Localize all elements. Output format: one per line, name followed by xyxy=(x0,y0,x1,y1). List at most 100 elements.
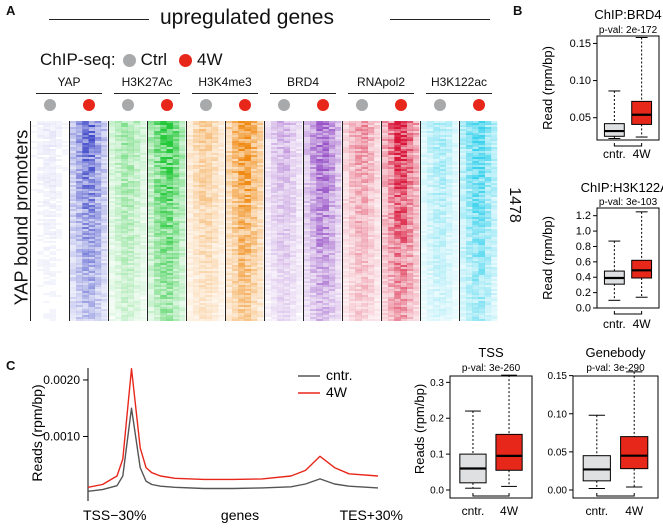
chip-legend: ChIP-seq: Ctrl 4W xyxy=(40,50,223,70)
column-label: RNApol2 xyxy=(342,75,420,89)
heatmap-column-brd4: BRD4 xyxy=(264,75,342,322)
y-tick-label: 0.2 xyxy=(576,287,591,299)
boxplot-brd4: ChIP:BRD4 p-val: 2e-172 0.05 0.10 0.15 Read (… xyxy=(540,0,663,190)
box-4w xyxy=(621,372,648,487)
box-cntr xyxy=(604,241,624,300)
box-cntr xyxy=(460,411,486,488)
boxplot-h3k122ac: ChIP:H3K122Acp-val: 3e-1030.00.20.40.60.… xyxy=(540,170,663,342)
box-pval: p-val: 3e-290 xyxy=(586,363,645,374)
category-label: 4W xyxy=(500,504,519,518)
y-tick-label: 0.10 xyxy=(570,75,591,87)
ctrl-dot xyxy=(122,99,134,111)
x-tick-label: genes xyxy=(221,507,259,523)
y-tick-label: 0.4 xyxy=(576,272,591,284)
heatmap-column-rnapol2: RNApol2 xyxy=(342,75,420,322)
panel-letter-c: C xyxy=(6,358,15,373)
y-tick-label: 1.2 xyxy=(576,210,591,222)
box-iqr xyxy=(496,434,522,470)
column-rule xyxy=(114,93,180,94)
box-pval: p-val: 3e-260 xyxy=(462,363,521,374)
treat-dot xyxy=(239,99,251,111)
category-label: 4W xyxy=(633,317,652,331)
category-label: 4W xyxy=(625,504,644,518)
treat-dot xyxy=(473,99,485,111)
box-iqr xyxy=(632,101,652,124)
legend-label: cntr. xyxy=(326,367,352,383)
y-tick-label: 0.15 xyxy=(548,371,568,382)
y-axis-label: Read (rpm/bp) xyxy=(540,216,555,300)
column-rule xyxy=(192,93,258,94)
y-axis-label: Reads (rpm/bp) xyxy=(29,384,45,481)
y-tick-label: 0.0 xyxy=(430,486,444,497)
panel-letter-b: B xyxy=(513,3,522,18)
column-rule xyxy=(36,93,102,94)
category-label: cntr. xyxy=(603,317,626,331)
title-rule-left xyxy=(49,19,149,20)
significance-bracket xyxy=(473,493,509,496)
box-iqr xyxy=(632,260,652,278)
box-4w xyxy=(496,375,522,486)
box-title: Genebody xyxy=(586,345,646,360)
legend-prefix: ChIP-seq: xyxy=(40,50,116,70)
box-title: ChIP:BRD4 xyxy=(594,7,661,22)
significance-bracket xyxy=(614,311,641,314)
box-4w xyxy=(632,212,652,297)
y-tick-label: 0.00 xyxy=(548,486,568,497)
y-axis-label: Reads (rpm/bp) xyxy=(412,384,427,474)
heatmap-cells xyxy=(420,121,498,321)
box-cntr xyxy=(583,415,610,488)
heatmap-cells xyxy=(186,121,264,321)
y-tick-label: 0.0020 xyxy=(43,373,80,387)
column-label: BRD4 xyxy=(264,75,342,89)
heatmap-column-h3k27ac: H3K27Ac xyxy=(108,75,186,322)
category-label: cntr. xyxy=(462,504,485,518)
legend-ctrl-dot xyxy=(123,54,136,67)
legend-4w-dot xyxy=(179,54,192,67)
box-iqr xyxy=(604,124,624,137)
category-label: cntr. xyxy=(603,147,626,161)
treat-dot xyxy=(161,99,173,111)
column-label: YAP xyxy=(30,75,108,89)
column-rule xyxy=(270,93,336,94)
row-count: 1478 xyxy=(505,187,523,223)
box-title: TSS xyxy=(478,345,504,360)
column-label: H3K4me3 xyxy=(186,75,264,89)
heatmap-cells xyxy=(30,121,108,321)
legend-4w-label: 4W xyxy=(197,50,223,70)
x-tick-label: TES+30% xyxy=(340,507,403,523)
ctrl-dot xyxy=(278,99,290,111)
y-tick-label: 0.05 xyxy=(570,112,591,124)
box-iqr xyxy=(621,437,648,469)
significance-bracket xyxy=(614,143,641,146)
column-label: H3K27Ac xyxy=(108,75,186,89)
treat-dot xyxy=(317,99,329,111)
box-iqr xyxy=(583,456,610,481)
y-tick-label: 0.0 xyxy=(576,303,591,315)
y-tick-label: 1.0 xyxy=(576,226,591,238)
legend-ctrl-label: Ctrl xyxy=(141,50,167,70)
box-pval: p-val: 2e-172 xyxy=(599,25,658,36)
y-tick-label: 0.0010 xyxy=(43,429,80,443)
ctrl-dot xyxy=(44,99,56,111)
y-tick-label: 0.05 xyxy=(548,447,568,458)
column-rule xyxy=(426,93,492,94)
y-tick-label: 0.6 xyxy=(576,256,591,268)
treat-dot xyxy=(83,99,95,111)
ctrl-dot xyxy=(200,99,212,111)
box-frame xyxy=(597,208,659,308)
panel-letter-a: A xyxy=(6,3,15,18)
y-axis-label: Read (rpm/bp) xyxy=(540,46,555,130)
y-tick-label: 0.15 xyxy=(570,38,591,50)
title-rule-right xyxy=(390,19,490,20)
y-tick-label: 0.8 xyxy=(576,241,591,253)
y-tick-label: 0.3 xyxy=(430,378,444,389)
ctrl-dot xyxy=(434,99,446,111)
heatmap-column-h3k4me3: H3K4me3 xyxy=(186,75,264,322)
y-tick-label: 0.1 xyxy=(430,450,444,461)
heatmap-cells xyxy=(108,121,186,321)
y-tick-label: 0.2 xyxy=(430,414,444,425)
heatmap-title: upregulated genes xyxy=(160,6,334,30)
